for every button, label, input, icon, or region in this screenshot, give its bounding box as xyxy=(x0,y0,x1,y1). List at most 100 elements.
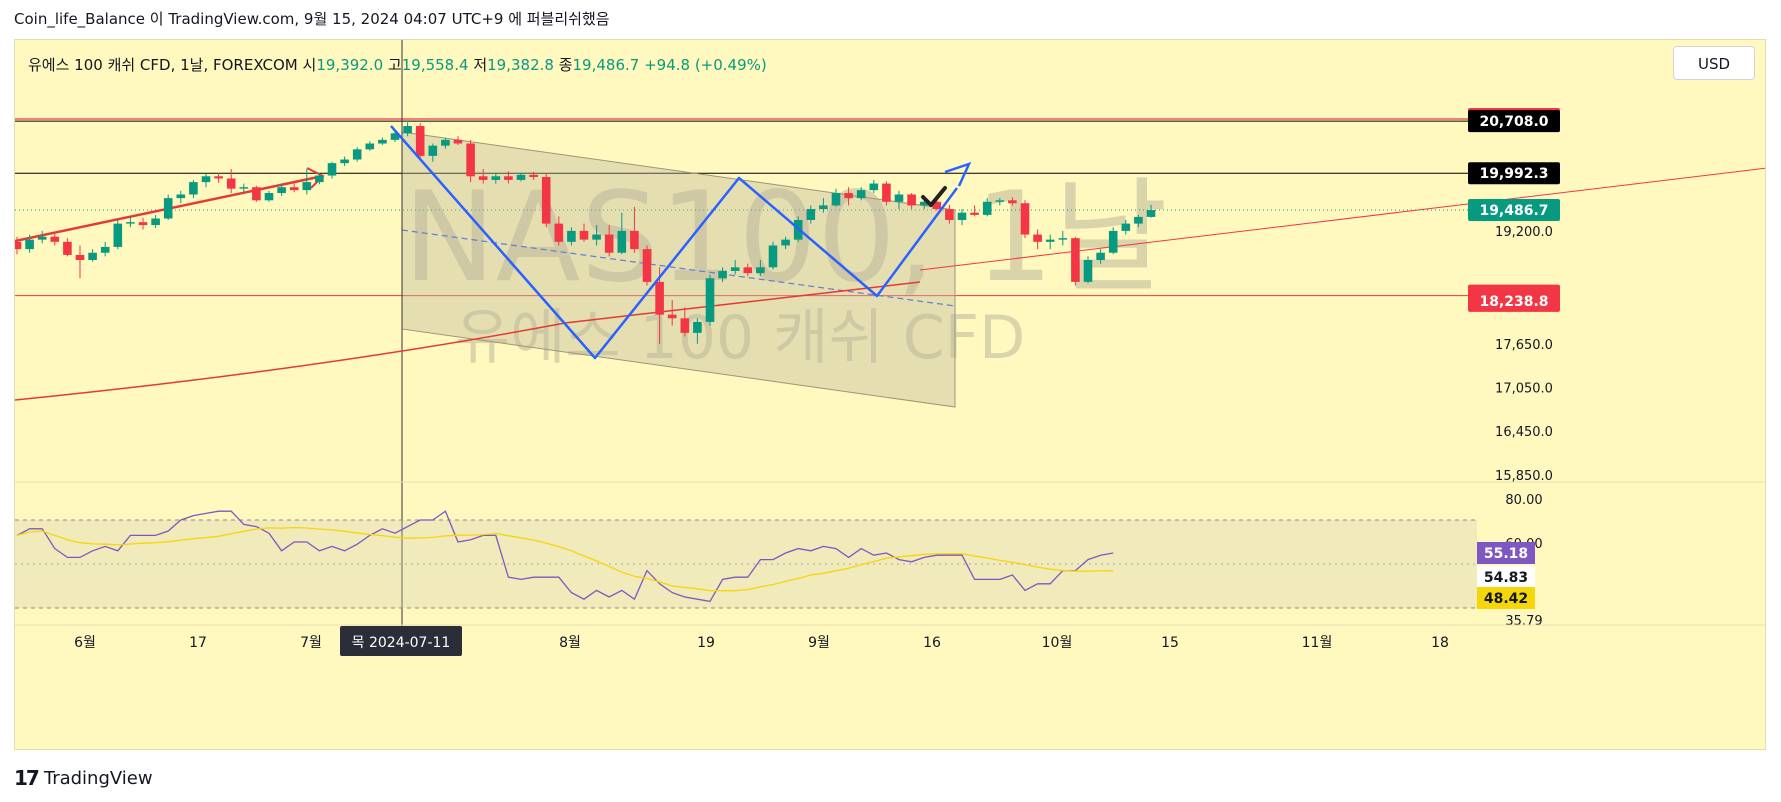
candle-body xyxy=(957,212,967,220)
candle-body xyxy=(1045,239,1055,242)
candle-body xyxy=(403,126,412,134)
time-tick-label: 17 xyxy=(189,635,207,651)
price-label-bg xyxy=(1468,289,1560,312)
time-tick-label: 6월 xyxy=(74,635,96,651)
candle-body xyxy=(604,234,614,253)
candle-body xyxy=(88,252,97,261)
price-label: 20,708.0 xyxy=(1479,114,1548,130)
open-label: 시 xyxy=(302,56,317,74)
candle-body xyxy=(768,245,778,268)
candle-body xyxy=(1083,260,1093,282)
candle-body xyxy=(302,182,312,191)
price-tick-label: 17,050.0 xyxy=(1495,381,1553,396)
time-tick-label: 15 xyxy=(1161,635,1179,651)
price-tick-label: 16,450.0 xyxy=(1495,425,1553,440)
candle-body xyxy=(655,281,664,315)
low-label: 저 xyxy=(473,56,488,74)
candle-body xyxy=(919,201,929,206)
time-tick-label: 18 xyxy=(1431,635,1449,651)
tradingview-logo-text: TradingView xyxy=(43,767,153,789)
candle-body xyxy=(226,178,236,189)
change-value: +94.8 (+0.49%) xyxy=(644,56,767,74)
rsi-label: 54.83 xyxy=(1484,570,1528,586)
candle-body xyxy=(151,218,160,226)
symbol-label[interactable]: 유에스 100 캐쉬 CFD, 1날, FOREXCOM xyxy=(28,56,298,74)
candle-body xyxy=(252,187,261,201)
close-label: 종 xyxy=(558,56,573,74)
price-label-bg xyxy=(1468,162,1560,185)
candle-body xyxy=(667,314,677,319)
rsi-label-bg xyxy=(1477,566,1535,588)
rsi-tick-label: 80.00 xyxy=(1505,493,1542,508)
candle-body xyxy=(529,174,538,178)
rsi-label-bg xyxy=(1477,542,1535,564)
candle-body xyxy=(63,241,72,255)
candle-body xyxy=(592,234,601,240)
time-tick-label: 10월 xyxy=(1042,635,1073,651)
candle-body xyxy=(567,230,576,242)
watermark-name: 유에스 100 캐쉬 CFD xyxy=(455,303,1025,373)
price-label-bg xyxy=(1468,110,1560,133)
tradingview-logo[interactable]: 17 TradingView xyxy=(14,766,153,790)
candle-body xyxy=(1108,230,1118,253)
candle-body xyxy=(844,193,853,199)
candle-body xyxy=(819,205,828,210)
candle-body xyxy=(970,212,979,215)
candle-body xyxy=(1134,216,1143,224)
candle-body xyxy=(730,267,740,271)
candle-body xyxy=(340,159,349,164)
candle-body xyxy=(756,267,765,274)
candle-body xyxy=(541,177,551,224)
candle-body xyxy=(50,236,60,242)
candle-body xyxy=(289,187,299,191)
candle-body xyxy=(264,193,274,201)
candle-body xyxy=(718,270,727,279)
price-chart[interactable]: NAS100, 1날 유에스 100 캐쉬 CFD 19,200.017,650… xyxy=(15,40,1766,750)
time-tick-label: 7월 xyxy=(300,635,322,651)
candle-body xyxy=(75,254,85,261)
candle-body xyxy=(869,183,879,191)
candle-body xyxy=(642,249,652,282)
time-tick-label: 9월 xyxy=(808,635,830,651)
candle-body xyxy=(1033,234,1042,242)
candle-body xyxy=(415,126,425,156)
candle-body xyxy=(617,230,627,253)
candle-body xyxy=(37,236,47,240)
candle-body xyxy=(516,174,526,180)
candle-body xyxy=(680,318,690,333)
candle-body xyxy=(1008,200,1017,204)
check-mark-icon xyxy=(921,186,947,207)
candle-body xyxy=(856,190,866,199)
time-tick-label: 19 xyxy=(697,635,715,651)
chart-panel[interactable]: NAS100, 1날 유에스 100 캐쉬 CFD 19,200.0 17,650… xyxy=(14,39,1766,750)
time-tick-label: 16 xyxy=(923,635,941,651)
candle-body xyxy=(781,239,790,246)
candle-body xyxy=(1020,203,1030,235)
candle-body xyxy=(113,223,123,247)
candle-body xyxy=(705,278,715,322)
rsi-line xyxy=(16,510,1114,603)
low-value: 19,382.8 xyxy=(487,56,554,74)
candle-body xyxy=(1096,252,1105,261)
candle-body xyxy=(126,222,135,224)
candle-body xyxy=(982,201,992,215)
candle-body xyxy=(214,176,223,179)
price-label: 19,992.3 xyxy=(1479,166,1548,182)
close-value: 19,486.7 xyxy=(572,56,640,74)
price-tick-label: 17,650.0 xyxy=(1495,338,1553,353)
candle-body xyxy=(15,241,22,250)
rsi-label: 48.42 xyxy=(1484,591,1528,607)
rsi-label-bg xyxy=(1477,587,1535,609)
time-tick-label: 8월 xyxy=(559,635,581,651)
candle-body xyxy=(1146,210,1156,217)
candle-body xyxy=(945,209,954,220)
crosshair-date-bg xyxy=(340,626,462,656)
candle-body xyxy=(995,200,1005,202)
candle-body xyxy=(378,139,387,144)
price-label: 18,238.8 xyxy=(1479,294,1548,310)
currency-button[interactable]: USD xyxy=(1673,46,1755,80)
rsi-tick-label: 35.79 xyxy=(1505,614,1542,629)
candle-body xyxy=(491,176,501,180)
high-label: 고 xyxy=(387,56,402,74)
candle-body xyxy=(466,143,475,177)
